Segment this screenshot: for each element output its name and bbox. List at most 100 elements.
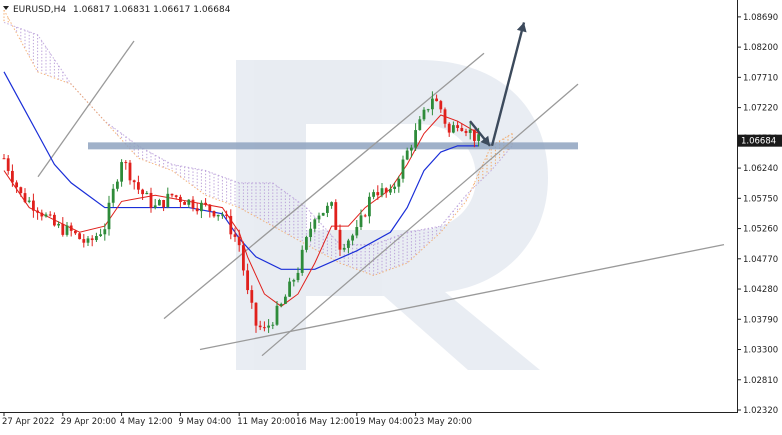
candle xyxy=(284,294,287,305)
candle xyxy=(347,238,350,254)
candle-body xyxy=(183,201,186,205)
candle-body xyxy=(61,223,65,235)
y-tick-label: 1.03790 xyxy=(743,315,778,325)
candle xyxy=(435,94,438,102)
candle-body xyxy=(149,192,153,208)
forecast-arrow-shaft xyxy=(490,22,526,147)
candle-body xyxy=(477,134,480,141)
forecast-arrow-head xyxy=(516,22,527,33)
candle xyxy=(11,164,14,187)
candle-body xyxy=(116,181,119,189)
candle-body xyxy=(380,188,384,196)
candle xyxy=(414,123,417,151)
candle-body xyxy=(99,234,102,237)
candle-body xyxy=(372,192,375,197)
channel-line xyxy=(199,243,725,351)
candle-body xyxy=(384,188,388,193)
candle-body xyxy=(204,202,207,205)
x-tick-label: 9 May 04:00 xyxy=(178,417,231,427)
candle xyxy=(107,195,111,236)
candle-body xyxy=(23,193,27,202)
candle xyxy=(99,228,102,237)
candle-body xyxy=(258,325,262,328)
candle xyxy=(410,144,413,158)
candle-body xyxy=(376,192,380,196)
y-tick-label: 1.02320 xyxy=(743,406,778,416)
candle-body xyxy=(246,270,249,291)
candle-body xyxy=(275,305,279,325)
candle xyxy=(78,232,81,240)
candle-body xyxy=(284,296,287,304)
candle-body xyxy=(326,205,329,213)
y-tick-label: 1.04770 xyxy=(743,255,778,265)
candle xyxy=(397,175,401,193)
candle xyxy=(380,182,384,198)
candle xyxy=(384,187,388,198)
candle xyxy=(355,219,359,239)
candle xyxy=(342,243,346,252)
candle-body xyxy=(359,215,363,228)
candle xyxy=(229,209,233,240)
candle-body xyxy=(288,281,291,297)
x-tick-label: 11 May 20:00 xyxy=(237,417,295,427)
candle-body xyxy=(229,215,233,235)
candle-body xyxy=(363,215,367,217)
candle-body xyxy=(86,238,90,243)
candle-body xyxy=(6,158,10,171)
x-tick-label: 23 May 20:00 xyxy=(414,417,472,427)
candle xyxy=(363,213,367,218)
candle xyxy=(330,201,333,209)
candle-body xyxy=(296,272,300,281)
candle xyxy=(372,189,375,200)
candle xyxy=(473,129,476,148)
chevron-down-icon[interactable] xyxy=(3,6,9,10)
candle xyxy=(401,155,405,183)
candle-body xyxy=(137,182,140,190)
candle xyxy=(456,121,459,132)
current-price-bg xyxy=(738,134,782,147)
support-zone xyxy=(88,142,578,150)
candle xyxy=(74,229,77,235)
candle-body xyxy=(179,196,182,202)
candle xyxy=(23,188,27,204)
candle xyxy=(95,232,98,242)
x-tick-label: 29 Apr 20:00 xyxy=(61,417,116,427)
forecast-arrow xyxy=(490,22,527,147)
candle xyxy=(116,179,119,192)
candle xyxy=(338,224,342,256)
candle-body xyxy=(464,130,468,133)
candle-body xyxy=(418,119,422,131)
candle xyxy=(145,190,149,195)
candle xyxy=(166,187,170,209)
candle xyxy=(431,91,434,116)
current-price-label: 1.06684 xyxy=(741,137,776,147)
candle xyxy=(141,188,144,200)
candle xyxy=(309,222,312,242)
candle-body xyxy=(78,233,81,240)
candle-body xyxy=(19,187,23,194)
candle-body xyxy=(267,325,270,328)
candle xyxy=(65,222,69,237)
candle-body xyxy=(15,182,18,188)
candle xyxy=(111,184,115,207)
senkou-span-a xyxy=(3,21,513,246)
channel-line xyxy=(261,83,579,357)
candle xyxy=(208,204,212,218)
candle-body xyxy=(347,240,350,248)
fast-ma-line xyxy=(3,114,479,307)
candle-body xyxy=(200,202,203,212)
candle-body xyxy=(95,236,98,241)
candle-body xyxy=(368,196,371,217)
candle-body xyxy=(132,180,136,183)
y-tick-label: 1.05260 xyxy=(743,225,778,235)
candle xyxy=(149,187,153,213)
candle xyxy=(267,319,270,333)
candle-body xyxy=(452,125,455,133)
candle-body xyxy=(330,202,333,206)
candle xyxy=(334,199,338,231)
candle xyxy=(443,107,447,128)
forecast-arrows xyxy=(469,22,527,147)
candle-body xyxy=(443,109,447,124)
y-tick-label: 1.04280 xyxy=(743,285,778,295)
